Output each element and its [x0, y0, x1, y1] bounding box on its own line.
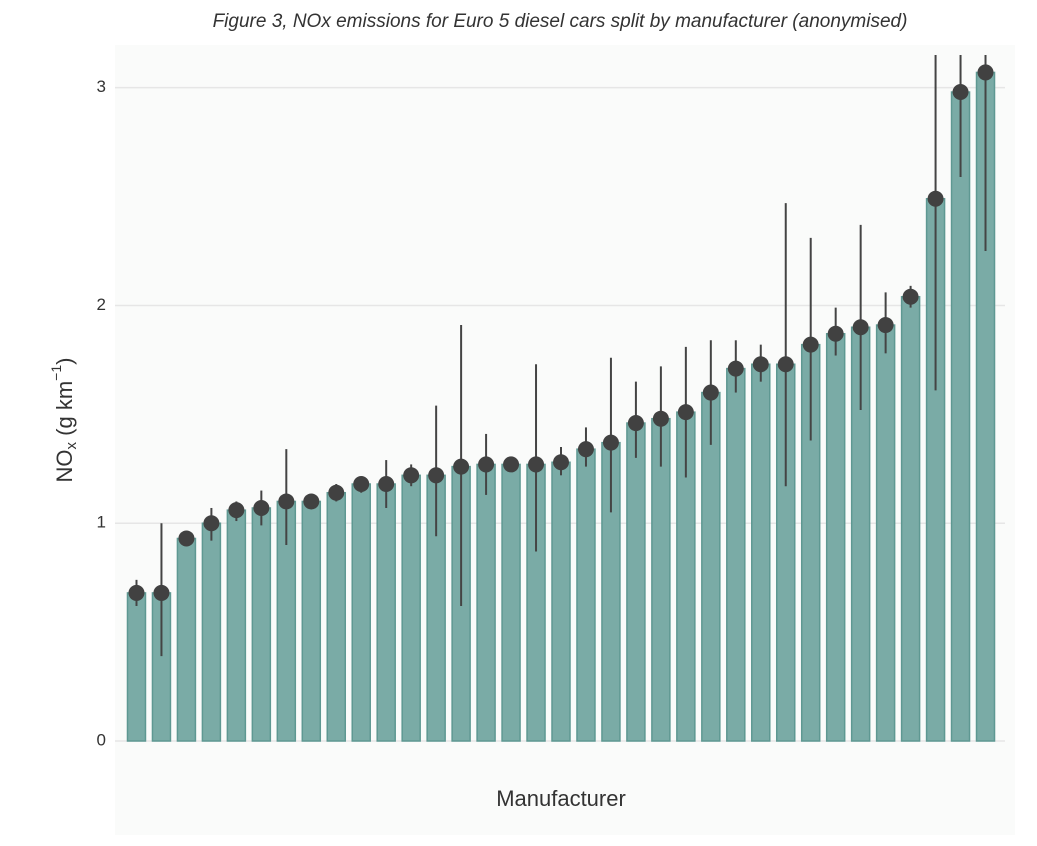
bar: [551, 461, 571, 742]
bar: [476, 463, 496, 742]
point: [153, 584, 170, 601]
point: [652, 410, 669, 427]
point: [128, 584, 145, 601]
point: [752, 356, 769, 373]
bar: [376, 483, 396, 742]
bar: [251, 507, 272, 742]
bar: [751, 363, 771, 742]
y-tick-label: 3: [97, 77, 106, 96]
point: [727, 360, 744, 377]
bar: [351, 483, 371, 742]
point: [303, 493, 320, 510]
point: [553, 454, 569, 471]
bar: [401, 474, 421, 742]
bar: [626, 422, 646, 742]
bar: [201, 522, 222, 742]
bar: [226, 509, 247, 742]
point: [528, 456, 545, 473]
y-axis-label: NOx (g km−1): [48, 358, 80, 483]
point: [677, 404, 694, 421]
point: [602, 434, 619, 451]
bar: [651, 417, 671, 742]
point: [577, 441, 594, 458]
point: [228, 502, 245, 519]
point: [328, 484, 345, 501]
point: [203, 515, 220, 532]
point: [428, 467, 445, 484]
point: [977, 64, 994, 81]
y-label-sup: −1: [48, 365, 64, 381]
bar: [900, 295, 921, 742]
y-tick-label: 1: [97, 513, 106, 532]
bar: [576, 448, 596, 742]
chart-title: Figure 3, NOx emissions for Euro 5 diese…: [213, 11, 908, 32]
bar: [301, 500, 322, 742]
point: [852, 319, 869, 336]
bar: [726, 367, 746, 742]
point: [253, 499, 270, 516]
point: [927, 190, 944, 207]
point: [777, 356, 794, 373]
point: [378, 476, 395, 493]
point: [702, 384, 719, 401]
point: [478, 456, 495, 473]
point: [453, 458, 470, 475]
point: [403, 467, 420, 484]
plot-area: [126, 55, 996, 742]
point: [503, 456, 520, 473]
y-tick-label: 2: [97, 295, 106, 314]
point: [802, 336, 819, 353]
y-label-part: (g km: [52, 381, 77, 442]
y-label-part: ): [52, 358, 77, 365]
point: [877, 317, 894, 334]
bar: [501, 463, 521, 742]
y-tick-label: 0: [97, 730, 106, 749]
x-axis-label: Manufacturer: [496, 786, 626, 811]
bar: [950, 91, 971, 742]
bar: [176, 537, 197, 742]
point: [353, 476, 370, 493]
bar: [825, 333, 846, 742]
bar: [326, 491, 347, 742]
point: [902, 288, 919, 305]
point: [178, 530, 195, 547]
y-label-part: NO: [52, 449, 77, 482]
bar: [126, 592, 147, 742]
point: [627, 415, 644, 432]
point: [952, 84, 969, 101]
bar: [875, 324, 896, 742]
point: [827, 325, 844, 342]
point: [278, 493, 295, 510]
y-label-sub: x: [63, 441, 80, 449]
